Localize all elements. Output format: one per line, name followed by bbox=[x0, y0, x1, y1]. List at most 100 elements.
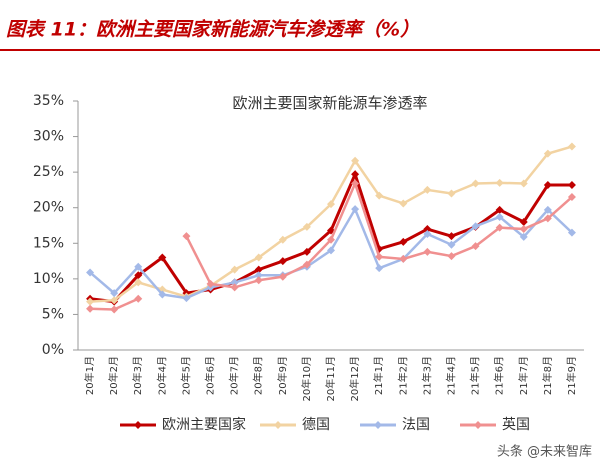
point bbox=[327, 246, 335, 255]
x-tick-label: 20年5月 bbox=[179, 356, 192, 395]
x-tick-label: 20年7月 bbox=[228, 356, 241, 395]
point bbox=[423, 185, 432, 194]
point bbox=[495, 205, 504, 214]
point bbox=[110, 296, 119, 305]
point bbox=[86, 304, 95, 313]
point bbox=[86, 268, 95, 277]
x-tick-label: 20年3月 bbox=[131, 356, 144, 395]
x-tick-label: 20年11月 bbox=[324, 356, 337, 401]
point bbox=[567, 180, 576, 189]
point bbox=[134, 262, 143, 271]
point bbox=[230, 283, 239, 292]
point bbox=[351, 179, 360, 188]
point bbox=[327, 200, 335, 209]
point bbox=[351, 205, 360, 214]
y-tick-label: 10% bbox=[33, 271, 64, 287]
legend-label: 英国 bbox=[502, 416, 530, 433]
legend-marker bbox=[134, 421, 142, 429]
y-tick-label: 0% bbox=[42, 342, 64, 358]
x-tick-label: 20年9月 bbox=[276, 356, 289, 395]
point bbox=[447, 232, 456, 241]
point bbox=[447, 252, 456, 261]
point bbox=[567, 228, 576, 237]
point bbox=[567, 142, 576, 151]
point bbox=[254, 265, 263, 274]
point bbox=[302, 260, 311, 269]
legend-label: 欧洲主要国家 bbox=[162, 416, 246, 433]
point bbox=[110, 305, 119, 314]
x-tick-label: 20年6月 bbox=[204, 356, 217, 395]
point bbox=[519, 225, 528, 234]
point bbox=[399, 199, 408, 208]
x-tick-label: 20年1月 bbox=[83, 356, 96, 395]
x-tick-label: 21年9月 bbox=[565, 356, 578, 395]
point bbox=[471, 242, 480, 251]
x-tick-label: 20年12月 bbox=[348, 356, 361, 401]
x-tick-label: 20年4月 bbox=[155, 356, 168, 395]
point bbox=[447, 189, 456, 198]
point bbox=[134, 278, 143, 287]
x-tick-label: 21年2月 bbox=[396, 356, 409, 395]
point bbox=[351, 156, 360, 165]
y-tick-label: 15% bbox=[33, 235, 64, 251]
y-tick-label: 20% bbox=[33, 200, 64, 216]
point bbox=[567, 193, 576, 202]
point bbox=[471, 222, 480, 231]
point bbox=[158, 290, 167, 299]
point bbox=[495, 178, 504, 187]
point bbox=[302, 222, 311, 231]
point bbox=[399, 254, 408, 263]
x-tick-label: 21年1月 bbox=[372, 356, 385, 395]
point bbox=[302, 247, 311, 256]
legend-marker bbox=[274, 421, 282, 429]
point bbox=[399, 237, 408, 246]
header-title: 图表 11：欧洲主要国家新能源汽车渗透率（%） bbox=[6, 19, 419, 41]
point bbox=[471, 179, 480, 188]
point bbox=[351, 170, 360, 179]
chart-title: 欧洲主要国家新能源车渗透率 bbox=[232, 94, 427, 112]
point bbox=[206, 279, 215, 288]
point bbox=[158, 253, 167, 262]
point bbox=[182, 294, 191, 303]
y-tick-label: 35% bbox=[33, 93, 64, 109]
point bbox=[278, 272, 287, 281]
x-tick-label: 21年5月 bbox=[469, 356, 482, 395]
point bbox=[182, 232, 191, 241]
x-tick-label: 20年2月 bbox=[107, 356, 120, 395]
y-tick-label: 5% bbox=[42, 306, 64, 322]
point bbox=[230, 265, 239, 274]
legend-marker bbox=[474, 421, 482, 429]
x-tick-label: 21年8月 bbox=[541, 356, 554, 395]
x-tick-label: 21年6月 bbox=[493, 356, 506, 395]
point bbox=[423, 225, 432, 234]
point bbox=[327, 235, 335, 244]
point bbox=[278, 235, 287, 244]
point bbox=[495, 223, 504, 232]
y-tick-label: 25% bbox=[33, 164, 64, 180]
legend-label: 法国 bbox=[402, 417, 430, 433]
point bbox=[543, 149, 552, 158]
point bbox=[110, 289, 119, 298]
point bbox=[423, 230, 432, 239]
point bbox=[375, 264, 384, 273]
y-tick-label: 30% bbox=[33, 129, 64, 145]
x-tick-label: 21年7月 bbox=[517, 356, 530, 395]
point bbox=[278, 257, 287, 266]
point bbox=[375, 191, 384, 200]
point bbox=[254, 271, 263, 280]
x-tick-label: 20年8月 bbox=[252, 356, 265, 395]
point bbox=[519, 179, 528, 188]
point bbox=[423, 247, 432, 256]
watermark: 头条 @未来智库 bbox=[497, 444, 592, 460]
point bbox=[254, 276, 263, 285]
point bbox=[543, 205, 552, 214]
point bbox=[375, 252, 384, 261]
point bbox=[134, 294, 143, 303]
legend-label: 德国 bbox=[302, 417, 330, 433]
point bbox=[447, 240, 456, 249]
point bbox=[519, 217, 528, 226]
point bbox=[543, 214, 552, 223]
x-tick-label: 21年3月 bbox=[420, 356, 433, 395]
x-tick-label: 20年10月 bbox=[300, 356, 313, 401]
